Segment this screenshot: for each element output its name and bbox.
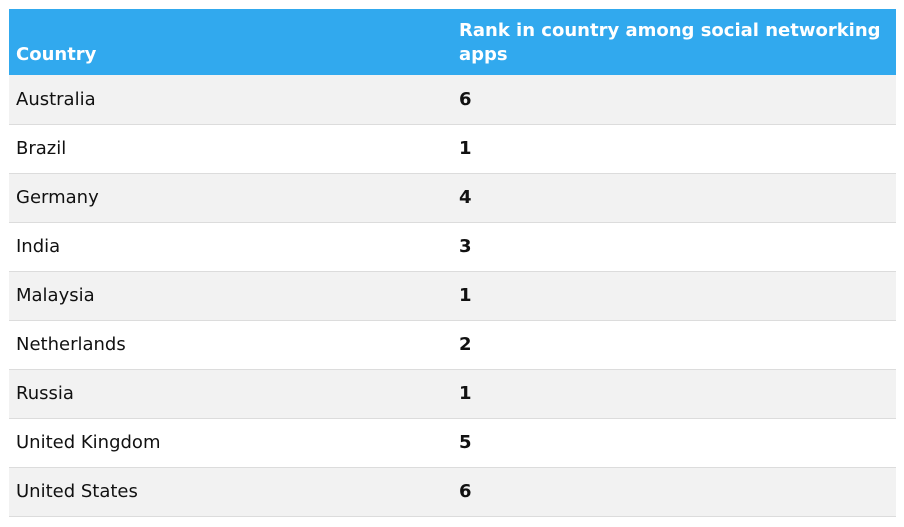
rank-table: Country Rank in country among social net…: [9, 9, 896, 517]
rank-cell: 1: [452, 124, 896, 174]
rank-cell: 3: [452, 222, 896, 272]
header-row: Country Rank in country among social net…: [9, 9, 896, 75]
table-body: Australia 6 Brazil 1 Germany 4 India 3 Malaysia 1…: [9, 75, 896, 517]
country-cell: Australia: [9, 75, 452, 125]
rank-cell: 4: [452, 173, 896, 223]
table-row: Netherlands 2: [9, 320, 896, 370]
country-cell: Netherlands: [9, 320, 452, 370]
table-row: United States 6: [9, 467, 896, 517]
rank-cell: 6: [452, 75, 896, 125]
rank-cell: 5: [452, 418, 896, 468]
country-cell: Russia: [9, 369, 452, 419]
header-cell: Country: [9, 9, 452, 75]
country-cell: India: [9, 222, 452, 272]
country-cell: Germany: [9, 173, 452, 223]
table-row: Brazil 1: [9, 124, 896, 174]
table-row: Germany 4: [9, 173, 896, 223]
rank-cell: 1: [452, 271, 896, 321]
rank-cell: 2: [452, 320, 896, 370]
table-row: India 3: [9, 222, 896, 272]
rank-cell: 6: [452, 467, 896, 517]
table-row: United Kingdom 5: [9, 418, 896, 468]
country-cell: Malaysia: [9, 271, 452, 321]
country-cell: United Kingdom: [9, 418, 452, 468]
header-cell: Rank in country among social networking …: [452, 9, 896, 75]
table-row: Malaysia 1: [9, 271, 896, 321]
table-row: Russia 1: [9, 369, 896, 419]
table-head: Country Rank in country among social net…: [9, 9, 896, 75]
table-row: Australia 6: [9, 75, 896, 125]
country-cell: United States: [9, 467, 452, 517]
country-cell: Brazil: [9, 124, 452, 174]
rank-cell: 1: [452, 369, 896, 419]
